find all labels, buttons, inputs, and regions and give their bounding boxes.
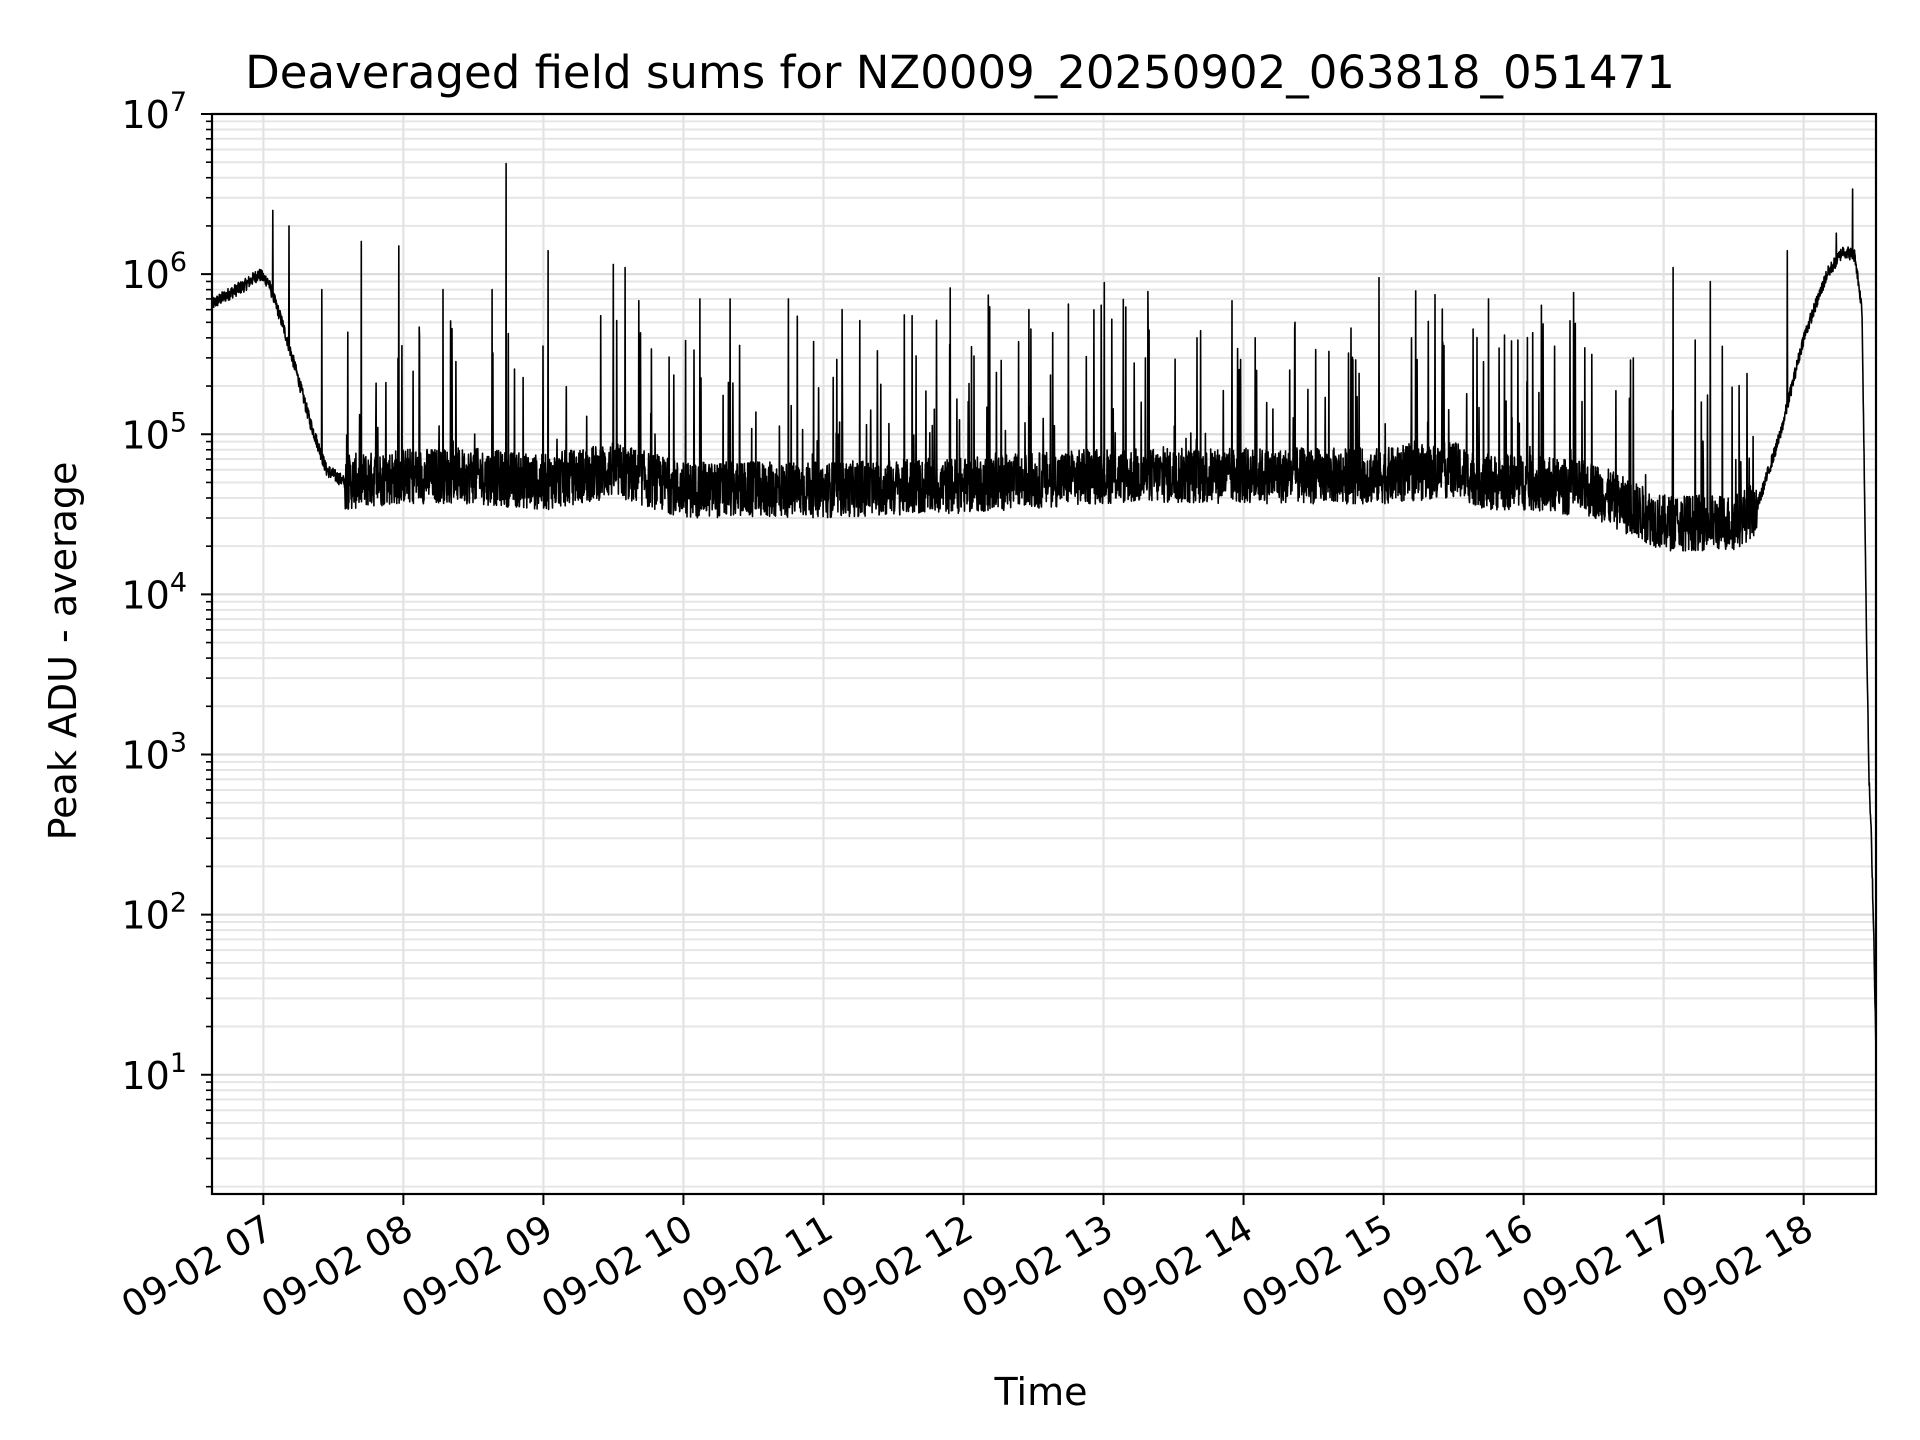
y-tick-label: 102 [121, 888, 187, 938]
x-tick-label: 09-02 18 [1655, 1207, 1821, 1327]
series-line [211, 162, 1877, 1042]
x-tick-label: 09-02 11 [674, 1207, 840, 1327]
plot-frame [210, 112, 1878, 1196]
x-tick-label: 09-02 07 [114, 1207, 280, 1327]
y-axis-label: Peak ADU - average [41, 461, 85, 841]
x-tick-label: 09-02 16 [1375, 1207, 1541, 1327]
y-tick-label: 104 [121, 567, 187, 617]
y-tick-label: 105 [121, 407, 187, 457]
x-tick-label: 09-02 10 [534, 1207, 700, 1327]
x-tick-label: 09-02 13 [954, 1207, 1120, 1327]
x-tick-label: 09-02 17 [1515, 1207, 1681, 1327]
x-tick-label: 09-02 08 [254, 1207, 420, 1327]
x-tick-label: 09-02 15 [1234, 1207, 1400, 1327]
x-tick-label: 09-02 14 [1094, 1207, 1260, 1327]
x-tick-label: 09-02 09 [394, 1207, 560, 1327]
x-axis-label: Time [994, 1370, 1088, 1414]
y-tick-label: 107 [121, 87, 187, 137]
y-tick-label: 103 [121, 728, 187, 778]
x-tick-label: 09-02 12 [814, 1207, 980, 1327]
y-tick-label: 101 [121, 1048, 187, 1098]
y-tick-label: 106 [121, 247, 187, 297]
chart-title: Deaveraged field sums for NZ0009_2025090… [245, 46, 1675, 99]
